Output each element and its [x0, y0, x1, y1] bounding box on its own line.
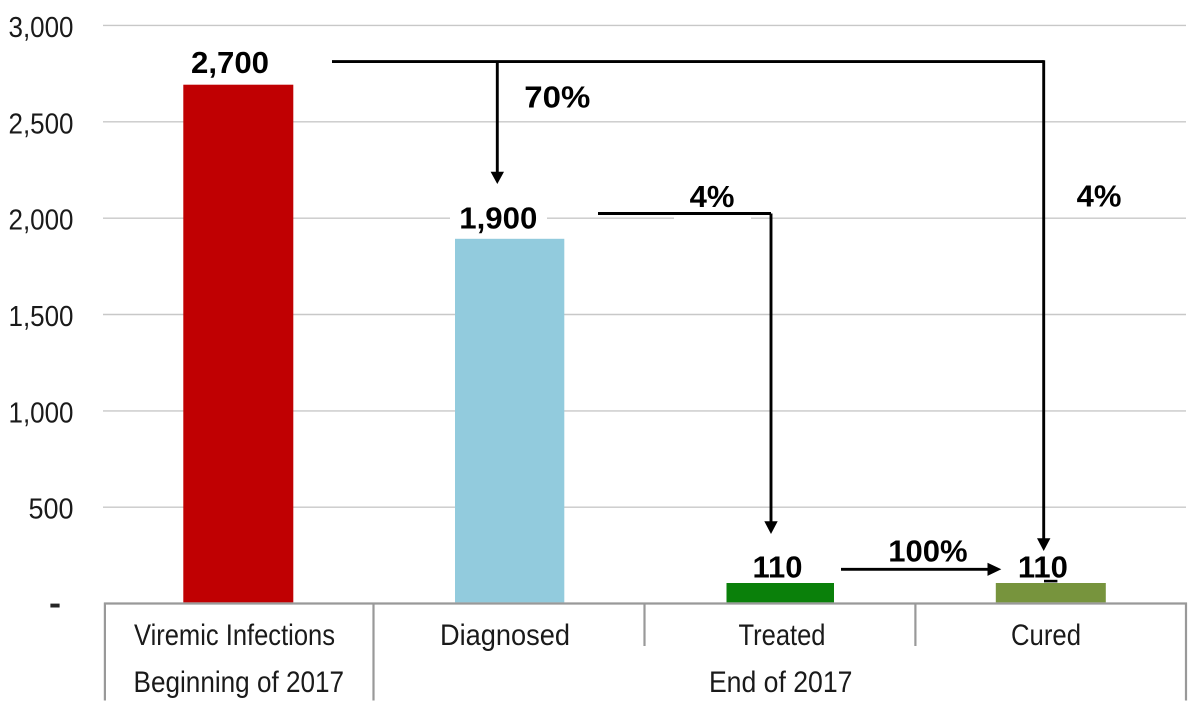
svg-text:70%: 70%	[524, 79, 590, 114]
svg-text:2,000: 2,000	[9, 205, 74, 237]
svg-text:500: 500	[29, 494, 74, 526]
svg-text:100%: 100%	[888, 533, 967, 568]
svg-text:Treated: Treated	[739, 619, 826, 652]
svg-text:2,500: 2,500	[9, 108, 74, 140]
svg-text:2,700: 2,700	[191, 45, 269, 80]
svg-text:110: 110	[1018, 550, 1068, 585]
svg-text:4%: 4%	[690, 179, 735, 214]
svg-text:3,000: 3,000	[9, 12, 74, 44]
svg-text:Beginning of 2017: Beginning of 2017	[134, 666, 345, 699]
svg-text:4%: 4%	[1077, 179, 1122, 214]
svg-text:1,500: 1,500	[9, 301, 74, 333]
svg-text:Diagnosed: Diagnosed	[440, 619, 570, 652]
svg-text:Viremic Infections: Viremic Infections	[134, 619, 335, 652]
svg-text:1,000: 1,000	[9, 397, 74, 429]
svg-text:Cured: Cured	[1011, 619, 1081, 652]
svg-text:End of 2017: End of 2017	[709, 666, 853, 699]
svg-text:1,900: 1,900	[459, 200, 537, 235]
svg-text:110: 110	[752, 550, 802, 585]
